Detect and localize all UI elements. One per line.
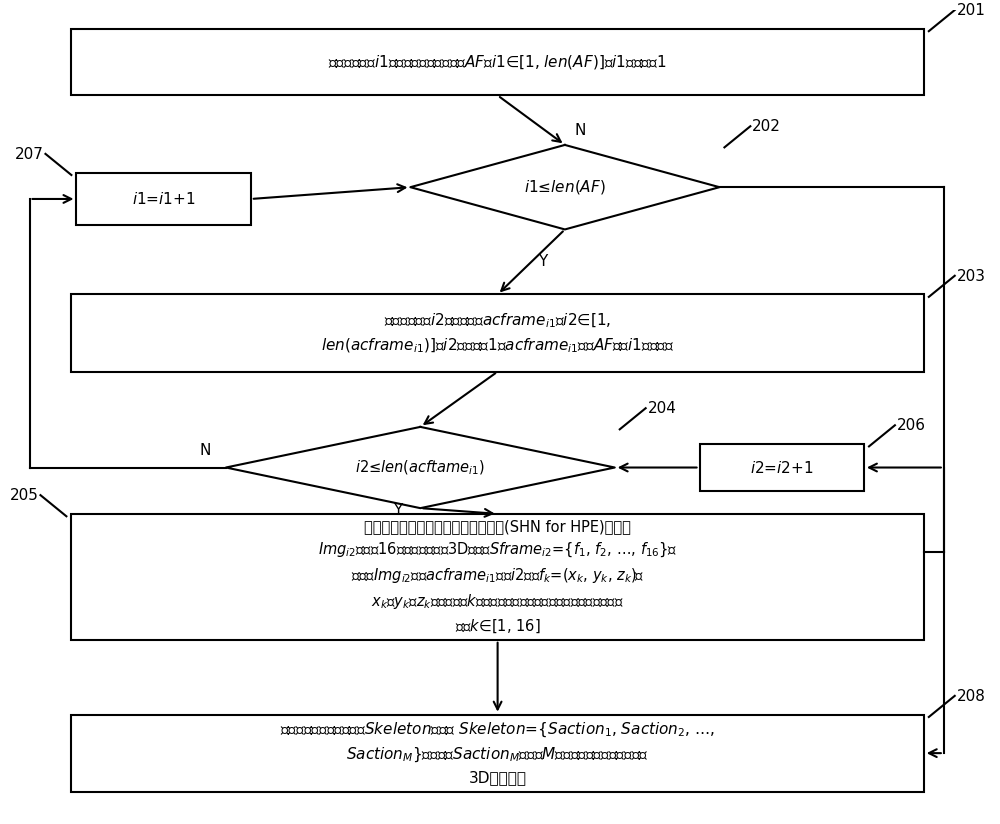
Text: 定义循环变量$i1$，用于遍历帧序列集合$AF$，$i1$∈[1, $len(AF)$]，$i1$赋初值为1: 定义循环变量$i1$，用于遍历帧序列集合$AF$，$i1$∈[1, $len(A… (328, 53, 667, 71)
Text: 得到人体关节点坐标集合$Skeleton$，满足 $Skeleton$={$Saction_1$, $Saction_2$, …,
$Saction_M$}，其: 得到人体关节点坐标集合$Skeleton$，满足 $Skeleton$={$Sa… (280, 721, 715, 785)
Text: $i1$≤$len(AF)$: $i1$≤$len(AF)$ (524, 178, 606, 196)
Text: N: N (575, 124, 586, 138)
Polygon shape (226, 427, 615, 508)
Bar (71, 514, 924, 639)
Bar (71, 29, 924, 96)
Bar (71, 714, 924, 792)
Text: 201: 201 (957, 3, 986, 18)
Text: 205: 205 (10, 489, 38, 503)
Text: 203: 203 (957, 269, 986, 284)
Text: 206: 206 (897, 419, 926, 433)
Text: Y: Y (393, 503, 402, 518)
Text: 207: 207 (15, 147, 43, 162)
Polygon shape (410, 145, 719, 229)
Bar (76, 172, 251, 226)
Text: $i2$≤$len(acftame_{i1})$: $i2$≤$len(acftame_{i1})$ (355, 458, 485, 477)
Text: Y: Y (538, 255, 547, 269)
Text: 使用预训练的沙漏人体姿势估计模型(SHN for HPE)预测帧
$Img_{i2}$中人体16个关节点对应的3D坐标集$Sframe_{i2}$={$f_1$: 使用预训练的沙漏人体姿势估计模型(SHN for HPE)预测帧 $Img_{i… (318, 519, 677, 634)
Bar (71, 294, 924, 372)
Text: 定义循环变量$i2$，用于遍历$acframe_{i1}$，$i2$∈[1,
$len(acframe_{i1})$]，$i2$赋初值为1，$acframe_{: 定义循环变量$i2$，用于遍历$acframe_{i1}$，$i2$∈[1, $… (321, 311, 674, 355)
Text: 204: 204 (648, 401, 677, 416)
Text: $i1$=$i1$+1: $i1$=$i1$+1 (132, 191, 195, 207)
Bar (700, 444, 864, 491)
Text: 208: 208 (957, 689, 986, 704)
Text: N: N (200, 442, 211, 458)
Text: 202: 202 (752, 119, 781, 134)
Text: $i2$=$i2$+1: $i2$=$i2$+1 (750, 460, 814, 475)
